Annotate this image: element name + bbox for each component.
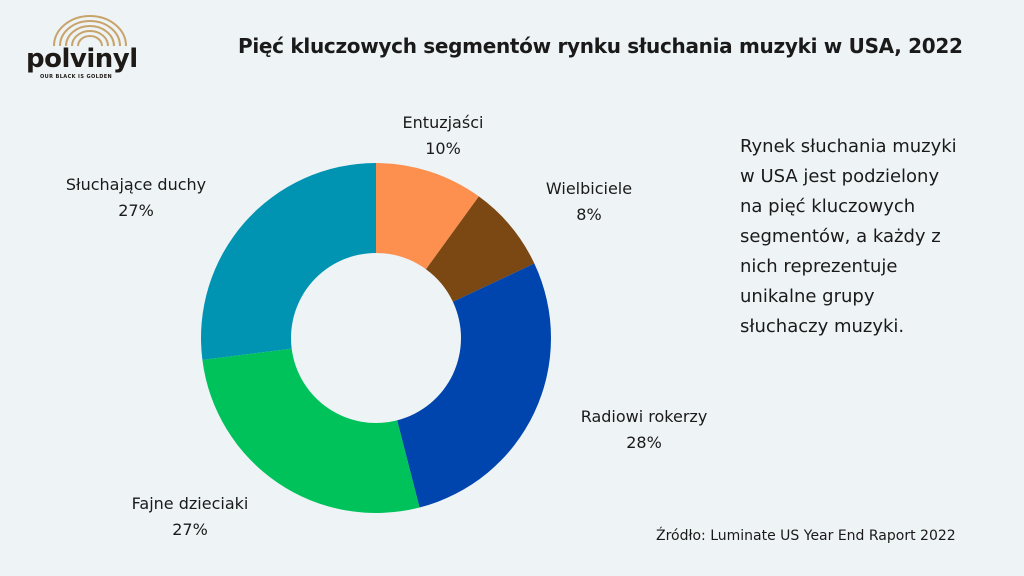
description-line: Rynek słuchania muzyki xyxy=(740,136,957,157)
slice-value-label: 27% xyxy=(172,520,208,539)
slice-label: Entuzjaści xyxy=(403,113,484,132)
slice-label: Radiowi rokerzy xyxy=(581,407,708,426)
slice-value-label: 8% xyxy=(576,205,601,224)
polvinyl-logo: polvinyl OUR BLACK IS GOLDEN xyxy=(24,12,144,82)
donut-slice-1 xyxy=(425,196,535,302)
vinyl-arcs-icon xyxy=(53,15,127,47)
donut-slice-2 xyxy=(397,263,551,508)
donut-slice-0 xyxy=(376,163,479,270)
donut-slice-4 xyxy=(200,163,376,360)
description-line: na pięć kluczowych xyxy=(740,196,916,217)
description-line: słuchaczy muzyki. xyxy=(740,316,905,337)
brand-tagline: OUR BLACK IS GOLDEN xyxy=(40,74,113,80)
slice-value-label: 27% xyxy=(118,201,154,220)
description-line: w USA jest podzielony xyxy=(740,166,940,187)
brand-name: polvinyl xyxy=(26,44,138,74)
description-line: segmentów, a każdy z xyxy=(740,226,941,247)
source-note: Źródło: Luminate US Year End Raport 2022 xyxy=(656,528,956,544)
slice-label: Wielbiciele xyxy=(546,179,632,198)
slice-value-label: 10% xyxy=(425,139,461,158)
slice-label: Fajne dzieciaki xyxy=(132,494,249,513)
chart-title: Pięć kluczowych segmentów rynku słuchani… xyxy=(238,34,963,58)
description-text: Rynek słuchania muzyki w USA jest podzie… xyxy=(740,132,1000,342)
slice-label: Słuchające duchy xyxy=(66,175,206,194)
description-line: nich reprezentuje xyxy=(740,256,898,277)
slice-value-label: 28% xyxy=(626,433,662,452)
description-line: unikalne grupy xyxy=(740,286,875,307)
donut-slice-3 xyxy=(202,348,420,513)
